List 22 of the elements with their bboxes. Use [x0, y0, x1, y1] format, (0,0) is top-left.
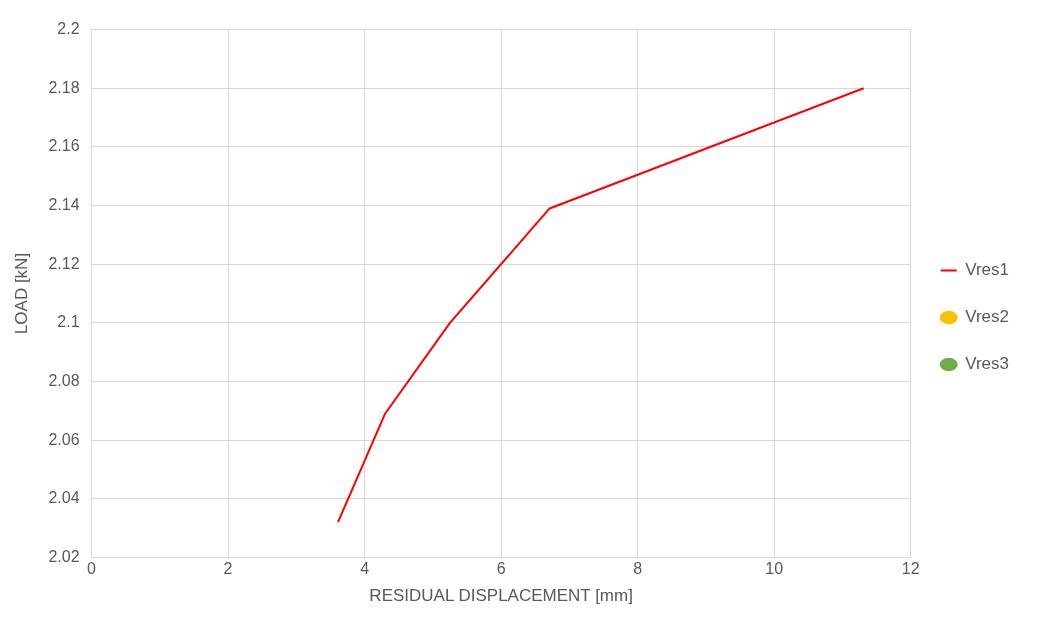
x-tick-label: 6 — [496, 560, 506, 578]
legend-label: Vres3 — [965, 354, 1009, 374]
y-tick-label: 2.1 — [57, 313, 80, 331]
x-tick-label: 2 — [223, 560, 233, 578]
x-tick-label: 4 — [360, 560, 370, 578]
y-tick-label: 2.14 — [48, 195, 80, 213]
x-axis-title: RESIDUAL DISPLACEMENT [mm] — [369, 586, 633, 606]
x-tick-label: 10 — [765, 560, 784, 578]
y-tick-label: 2.06 — [48, 430, 80, 448]
y-tick-label: 2.18 — [48, 78, 80, 96]
x-tick-label: 12 — [901, 560, 920, 578]
y-tick-label: 2.04 — [48, 489, 80, 507]
legend-label: Vres2 — [965, 307, 1009, 327]
x-tick-label: 0 — [87, 560, 97, 578]
legend-label: Vres1 — [965, 260, 1009, 280]
y-tick-label: 2.08 — [48, 371, 80, 389]
y-axis-title: LOAD [kN] — [11, 252, 31, 335]
y-tick-label: 2.2 — [57, 20, 80, 38]
x-tick-label: 8 — [633, 560, 643, 578]
y-tick-label: 2.16 — [48, 137, 80, 155]
y-tick-label: 2.12 — [48, 254, 80, 272]
y-tick-label: 2.02 — [48, 547, 80, 565]
